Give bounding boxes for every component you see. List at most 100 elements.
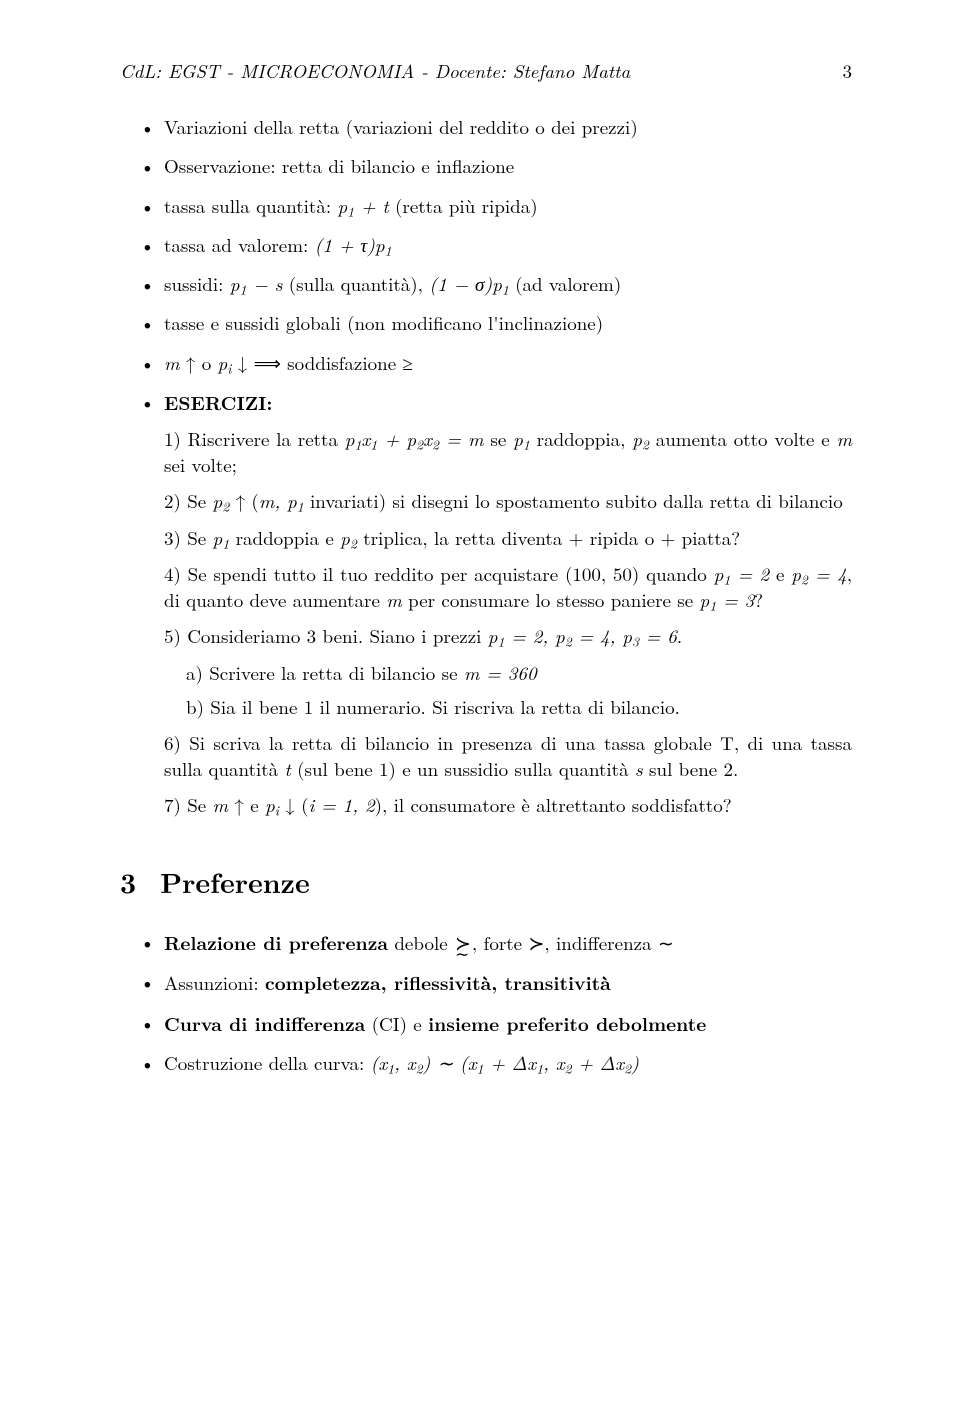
text: a) Scrivere la retta di bilancio se: [186, 659, 464, 686]
header-title: CdL: EGST - MICROECONOMIA - Docente: Ste…: [120, 58, 630, 84]
text: Costruzione della curva:: [164, 1049, 371, 1076]
page-header: CdL: EGST - MICROECONOMIA - Docente: Ste…: [120, 58, 852, 84]
math: p1 = 3: [700, 586, 755, 613]
text: , forte ≻, indifferenza ∼: [472, 929, 674, 956]
exercise-6: 6) Si scriva la retta di bilancio in pre…: [164, 730, 852, 782]
text: (sulla quantità),: [282, 270, 429, 297]
text: raddoppia,: [530, 425, 632, 452]
math: p2 = 4: [791, 560, 847, 587]
exercise-5a: a) Scrivere la retta di bilancio se m = …: [164, 660, 852, 686]
exercise-5b: b) Sia il bene 1 il numerario. Si riscri…: [164, 694, 852, 720]
exercise-5: 5) Consideriamo 3 beni. Siano i prezzi p…: [164, 623, 852, 649]
text: sei volte;: [164, 451, 237, 478]
bullet-variazioni: Variazioni della retta (variazioni del r…: [164, 114, 852, 140]
pref-relazione: Relazione di preferenza debole ≻∼, forte…: [164, 929, 852, 956]
math: p2: [340, 524, 357, 551]
text: 1) Riscrivere la retta: [164, 425, 345, 452]
text: raddoppia e: [229, 524, 340, 551]
math: p1 − s: [230, 270, 283, 297]
text: (CI) e: [365, 1010, 428, 1037]
text: se: [484, 425, 514, 452]
math: m: [836, 425, 852, 452]
text: b) Sia il bene 1 il numerario. Si riscri…: [186, 693, 680, 720]
bullet-osservazione: Osservazione: retta di bilancio e inflaz…: [164, 153, 852, 179]
text: tassa ad valorem:: [164, 231, 315, 258]
text: per consumare lo stesso paniere se: [402, 586, 700, 613]
math: i = 1, 2: [308, 791, 374, 818]
math: m: [386, 586, 402, 613]
bullet-tassa-quantita: tassa sulla quantità: p1 + t (retta più …: [164, 193, 852, 219]
text: tassa sulla quantità:: [164, 192, 337, 219]
pref-costruzione: Costruzione della curva: (x1, x2) ∼ (x1 …: [164, 1050, 852, 1076]
math: m = 360: [464, 659, 537, 686]
text: 5) Consideriamo 3 beni. Siano i prezzi: [164, 622, 488, 649]
text: (retta più ripida): [389, 192, 538, 219]
math: m: [164, 349, 180, 376]
bullet-soddisfazione: m ↑ o pi ↓ ⟹ soddisfazione ≥: [164, 350, 852, 376]
text: invariati) si disegni lo spostamento sub…: [304, 487, 843, 514]
math: p2: [213, 487, 230, 514]
text: .: [677, 622, 682, 649]
exercise-1: 1) Riscrivere la retta p1x1 + p2x2 = m s…: [164, 426, 852, 478]
math: p1 + t: [337, 192, 388, 219]
bullet-esercizi: ESERCIZI: 1) Riscrivere la retta p1x1 + …: [164, 389, 852, 819]
math: m, p1: [259, 487, 304, 514]
exercise-7: 7) Se m ↑ e pi ↓ (i = 1, 2), il consumat…: [164, 792, 852, 818]
text: debole: [388, 929, 454, 956]
text: 4) Se spendi tutto il tuo reddito per ac…: [164, 560, 714, 587]
pref-curva: Curva di indifferenza (CI) e insieme pre…: [164, 1010, 852, 1037]
text: 3) Se: [164, 524, 213, 551]
math: p2: [632, 425, 649, 452]
math: p1x1 + p2x2 = m: [345, 425, 484, 452]
section-heading: 3 Preferenze: [120, 863, 852, 902]
math: p1 = 2: [714, 560, 770, 587]
exercise-3: 3) Se p1 raddoppia e p2 triplica, la ret…: [164, 525, 852, 551]
math: p1: [513, 425, 530, 452]
arrow: ⟹: [254, 349, 281, 376]
text: insieme preferito debolmente: [428, 1009, 706, 1037]
text: (: [245, 487, 259, 514]
math: p1: [213, 524, 230, 551]
text: ), il consumatore è altrettanto soddisfa…: [375, 791, 732, 818]
text: sul bene 2.: [643, 755, 739, 782]
math: pi: [265, 791, 279, 818]
text: 2) Se: [164, 487, 213, 514]
pref-list: Relazione di preferenza debole ≻∼, forte…: [120, 929, 852, 1076]
text: aumenta otto volte e: [649, 425, 837, 452]
bullet-list: Variazioni della retta (variazioni del r…: [120, 114, 852, 818]
text: (sul bene 1) e un sussidio sulla quantit…: [291, 755, 635, 782]
math: p1 = 2, p2 = 4, p3 = 6: [488, 622, 677, 649]
text: Assunzioni:: [164, 969, 265, 996]
text: sussidi:: [164, 270, 230, 297]
section-number: 3: [120, 863, 136, 902]
text: (ad valorem): [509, 270, 621, 297]
text: Osservazione: retta di bilancio e inflaz…: [164, 152, 514, 179]
page-number: 3: [842, 58, 852, 84]
text: Variazioni della retta (variazioni del r…: [164, 113, 638, 140]
esercizi-label: ESERCIZI:: [164, 388, 272, 416]
bullet-sussidi: sussidi: p1 − s (sulla quantità), (1 − σ…: [164, 271, 852, 297]
math: (1 − σ)p1: [429, 270, 509, 297]
exercise-4: 4) Se spendi tutto il tuo reddito per ac…: [164, 561, 852, 613]
text: (: [295, 791, 309, 818]
math: pi: [218, 349, 232, 376]
text: 7) Se: [164, 791, 213, 818]
text: completezza, riflessività, transitività: [265, 968, 611, 996]
text: Curva di indifferenza: [164, 1009, 365, 1037]
text: tasse e sussidi globali (non modificano …: [164, 309, 603, 336]
bullet-tassa-valorem: tassa ad valorem: (1 + τ)p1: [164, 232, 852, 258]
page: CdL: EGST - MICROECONOMIA - Docente: Ste…: [0, 0, 960, 1149]
math: s: [635, 755, 643, 782]
math: m: [213, 791, 229, 818]
text: e: [769, 560, 791, 587]
pref-assunzioni: Assunzioni: completezza, riflessività, t…: [164, 969, 852, 996]
text: e: [244, 791, 265, 818]
exercise-2: 2) Se p2 ↑ (m, p1 invariati) si disegni …: [164, 488, 852, 514]
succsim-icon: ≻∼: [455, 930, 471, 956]
math: (x1, x2) ∼ (x1 + Δx1, x2 + Δx2): [371, 1049, 639, 1076]
text: ?: [754, 586, 763, 613]
bullet-tasse-globali: tasse e sussidi globali (non modificano …: [164, 310, 852, 336]
text: triplica, la retta diventa + ripida o + …: [357, 524, 740, 551]
math: (1 + τ)p1: [315, 231, 392, 258]
section-title: Preferenze: [160, 862, 310, 902]
